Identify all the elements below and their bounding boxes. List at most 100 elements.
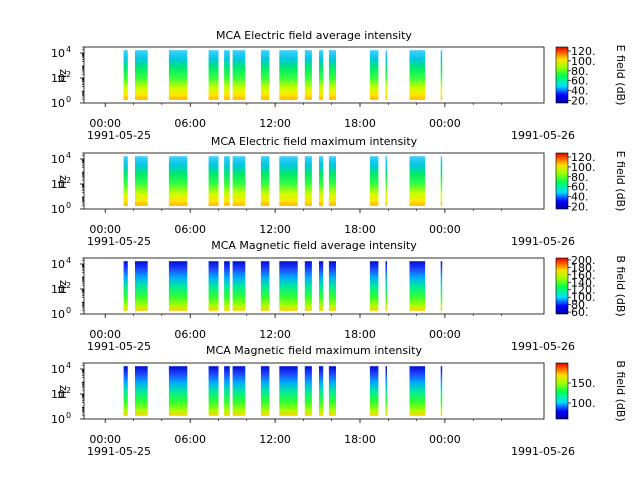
y-tick-exponent: 4	[66, 256, 71, 265]
date-label-end: 1991-05-26	[511, 445, 575, 458]
plot-frame	[83, 152, 545, 210]
colorbar-tick-label: 180.	[571, 261, 596, 274]
y-tick-label: 10	[51, 178, 65, 191]
panel-title: MCA Electric field average intensity	[216, 29, 412, 42]
data-segment	[328, 366, 336, 416]
data-segment	[135, 366, 148, 416]
colorbar	[555, 362, 569, 420]
data-segment	[440, 50, 443, 100]
data-segment	[123, 50, 128, 100]
data-segment	[232, 50, 246, 100]
y-tick-exponent: 2	[66, 386, 71, 395]
spectrogram-plot	[123, 50, 443, 100]
data-segment	[369, 261, 379, 311]
x-tick-label: 12:00	[259, 328, 291, 341]
data-segment	[208, 50, 219, 100]
spectrogram-plot	[123, 156, 443, 206]
colorbar-tick-label: 160.	[571, 269, 596, 282]
data-segment	[328, 156, 336, 206]
x-tick-label: 18:00	[344, 117, 376, 130]
colorbar-tick-label: 200.	[571, 254, 596, 267]
y-axis-label: Hz	[56, 69, 69, 83]
y-tick-label: 10	[51, 153, 65, 166]
x-tick-label: 06:00	[174, 223, 206, 236]
date-label-start: 1991-05-25	[87, 129, 151, 142]
colorbar-label: E field (dB)	[614, 151, 627, 212]
data-segment	[208, 261, 219, 311]
plot-frame	[83, 362, 545, 420]
y-tick-exponent: 4	[66, 361, 71, 370]
data-segment	[224, 156, 230, 206]
date-label-start: 1991-05-25	[87, 340, 151, 353]
data-segment	[440, 156, 443, 206]
y-tick-label: 10	[51, 413, 65, 426]
colorbar-tick-label: 80.	[571, 65, 589, 78]
data-segment	[409, 366, 426, 416]
x-tick-label: 06:00	[174, 433, 206, 446]
y-tick-exponent: 0	[66, 95, 71, 104]
date-label-end: 1991-05-26	[511, 340, 575, 353]
y-tick-label: 10	[51, 388, 65, 401]
data-segment	[409, 261, 426, 311]
date-label-end: 1991-05-26	[511, 235, 575, 248]
colorbar-tick-label: 120.	[571, 151, 596, 164]
y-tick-exponent: 2	[66, 176, 71, 185]
data-segment	[123, 366, 128, 416]
plot-frame	[83, 257, 545, 315]
colorbar-tick-label: 120.	[571, 45, 596, 58]
x-tick-label: 00:00	[89, 117, 121, 130]
x-tick-label: 00:00	[429, 223, 461, 236]
data-segment	[135, 50, 148, 100]
x-tick-label: 06:00	[174, 117, 206, 130]
data-segment	[369, 156, 379, 206]
data-segment	[168, 156, 188, 206]
data-segment	[319, 156, 324, 206]
data-segment	[279, 156, 298, 206]
data-segment	[232, 156, 246, 206]
x-tick-label: 12:00	[259, 433, 291, 446]
colorbar-tick-label: 100.	[571, 397, 596, 410]
data-segment	[260, 156, 270, 206]
data-segment	[168, 366, 188, 416]
panel-e-avg: MCA Electric field average intensity Hz …	[51, 29, 627, 142]
data-segment	[409, 50, 426, 100]
colorbar-label: E field (dB)	[614, 45, 627, 106]
data-segment	[304, 261, 312, 311]
x-tick-label: 12:00	[259, 223, 291, 236]
x-tick-label: 00:00	[89, 433, 121, 446]
data-segment	[279, 50, 298, 100]
colorbar-tick-label: 60.	[571, 181, 589, 194]
data-segment	[208, 366, 219, 416]
data-segment	[385, 156, 387, 206]
data-segment	[319, 261, 324, 311]
colorbar-tick-label: 150.	[571, 377, 596, 390]
y-tick-label: 10	[51, 308, 65, 321]
colorbar-tick-label: 40.	[571, 85, 589, 98]
panel-b-avg: MCA Magnetic field average intensity Hz …	[51, 239, 627, 353]
y-tick-exponent: 0	[66, 306, 71, 315]
colorbar-tick-label: 140.	[571, 276, 596, 289]
data-segment	[385, 366, 387, 416]
y-tick-label: 10	[51, 203, 65, 216]
data-segment	[328, 50, 336, 100]
data-segment	[232, 261, 246, 311]
colorbar-label: B field (dB)	[614, 360, 627, 421]
colorbar-tick-label: 100.	[571, 161, 596, 174]
x-tick-label: 00:00	[429, 433, 461, 446]
colorbar-tick-label: 40.	[571, 191, 589, 204]
y-tick-exponent: 0	[66, 201, 71, 210]
panel-title: MCA Magnetic field average intensity	[211, 239, 417, 252]
data-segment	[260, 366, 270, 416]
y-axis-label: Hz	[56, 175, 69, 189]
colorbar-tick-label: 100.	[571, 55, 596, 68]
spectrogram-plot	[123, 261, 443, 311]
x-tick-label: 12:00	[259, 117, 291, 130]
y-tick-exponent: 2	[66, 281, 71, 290]
colorbar-tick-label: 20.	[571, 201, 589, 214]
colorbar-tick-label: 120.	[571, 284, 596, 297]
data-segment	[224, 261, 230, 311]
colorbar	[555, 46, 569, 104]
data-segment	[440, 261, 443, 311]
panel-title: MCA Electric field maximum intensity	[211, 135, 418, 148]
